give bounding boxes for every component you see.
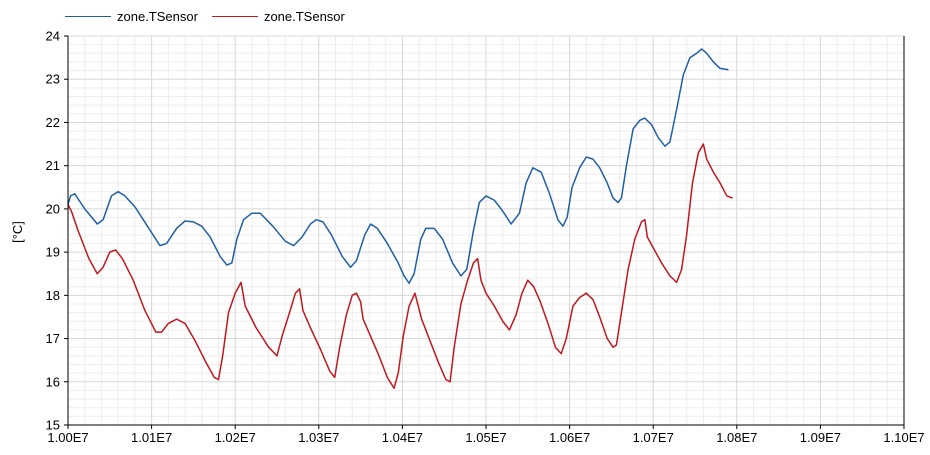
y-tick-label: 15 bbox=[46, 418, 60, 433]
y-tick-label: 19 bbox=[46, 245, 60, 260]
legend-label-1: zone.TSensor bbox=[117, 9, 198, 24]
y-tick-label: 18 bbox=[46, 288, 60, 303]
x-tick-label: 1.04E7 bbox=[382, 430, 423, 445]
x-tick-label: 1.08E7 bbox=[716, 430, 757, 445]
y-tick-label: 23 bbox=[46, 72, 60, 87]
y-tick-label: 22 bbox=[46, 115, 60, 130]
legend-swatch-1 bbox=[65, 16, 111, 17]
legend-label-2: zone.TSensor bbox=[263, 9, 345, 24]
legend-item-2: zone.TSensor bbox=[211, 9, 345, 24]
series-line-2 bbox=[67, 143, 733, 390]
y-tick-label: 21 bbox=[46, 158, 60, 173]
y-tick-label: 20 bbox=[46, 201, 60, 216]
y-tick-label: 17 bbox=[46, 331, 60, 346]
x-tick-label: 1.09E7 bbox=[800, 430, 841, 445]
x-tick-label: 1.01E7 bbox=[131, 430, 172, 445]
grid bbox=[67, 35, 905, 426]
x-tick-label: 1.05E7 bbox=[465, 430, 506, 445]
x-tick-label: 1.07E7 bbox=[633, 430, 674, 445]
legend: zone.TSensor zone.TSensor bbox=[65, 9, 345, 24]
axes: 1.00E7 1.01E7 1.02E7 1.03E7 1.04E7 1.05E7 1.06… bbox=[46, 29, 925, 446]
legend-item-1: zone.TSensor bbox=[65, 9, 198, 24]
x-tick-label: 1.06E7 bbox=[549, 430, 590, 445]
series-line-1 bbox=[67, 48, 729, 284]
y-tick-label: 16 bbox=[46, 374, 60, 389]
x-tick-label: 1.02E7 bbox=[215, 430, 256, 445]
x-tick-label: 1.03E7 bbox=[298, 430, 339, 445]
legend-swatch-2 bbox=[211, 16, 258, 17]
x-tick-label: 1.10E7 bbox=[883, 430, 924, 445]
x-tick-label: 1.00E7 bbox=[47, 430, 88, 445]
y-axis-label: [°C] bbox=[10, 221, 25, 243]
series bbox=[67, 48, 733, 390]
y-tick-label: 24 bbox=[46, 29, 60, 44]
